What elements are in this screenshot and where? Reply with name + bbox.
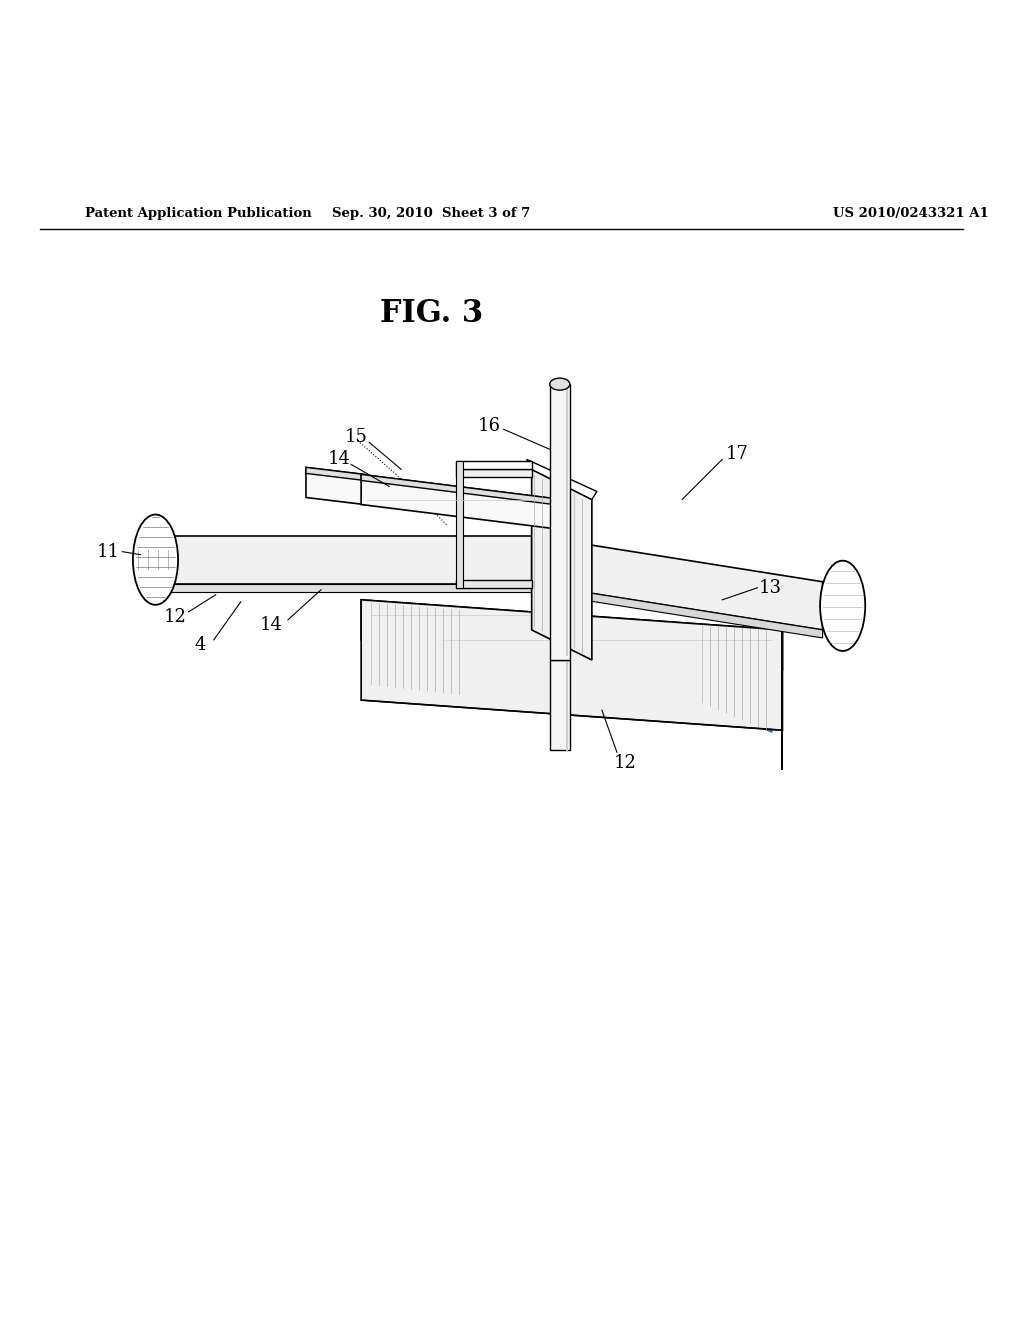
Text: 16: 16: [478, 417, 501, 436]
Polygon shape: [361, 474, 562, 529]
Polygon shape: [457, 470, 531, 478]
Polygon shape: [169, 536, 531, 583]
Polygon shape: [361, 474, 562, 506]
Polygon shape: [371, 603, 772, 665]
Ellipse shape: [133, 515, 178, 605]
Text: 15: 15: [345, 428, 368, 446]
Polygon shape: [138, 549, 173, 570]
Polygon shape: [361, 599, 782, 671]
Polygon shape: [550, 384, 569, 660]
Text: 12: 12: [164, 609, 187, 626]
Polygon shape: [371, 603, 462, 696]
Polygon shape: [169, 583, 531, 591]
Polygon shape: [361, 599, 782, 730]
Polygon shape: [531, 583, 822, 638]
Text: 13: 13: [759, 578, 782, 597]
Polygon shape: [526, 459, 597, 499]
Text: FIG. 3: FIG. 3: [380, 298, 483, 330]
Text: Sep. 30, 2010  Sheet 3 of 7: Sep. 30, 2010 Sheet 3 of 7: [332, 207, 530, 220]
Text: 11: 11: [97, 543, 120, 561]
Polygon shape: [457, 462, 464, 587]
Polygon shape: [306, 467, 365, 480]
Polygon shape: [531, 470, 592, 660]
Polygon shape: [534, 474, 590, 657]
Polygon shape: [531, 536, 822, 630]
Polygon shape: [367, 479, 557, 525]
Text: US 2010/0243321 A1: US 2010/0243321 A1: [833, 207, 988, 220]
Polygon shape: [550, 660, 569, 750]
Ellipse shape: [550, 378, 569, 391]
Ellipse shape: [820, 561, 865, 651]
Polygon shape: [457, 579, 531, 587]
Polygon shape: [306, 467, 365, 504]
Polygon shape: [702, 624, 772, 733]
Polygon shape: [457, 462, 531, 470]
Text: 17: 17: [726, 445, 749, 463]
Text: 4: 4: [195, 636, 206, 653]
Text: Patent Application Publication: Patent Application Publication: [85, 207, 312, 220]
Text: 14: 14: [259, 616, 283, 634]
Text: 12: 12: [613, 754, 636, 772]
Text: 14: 14: [328, 450, 350, 469]
